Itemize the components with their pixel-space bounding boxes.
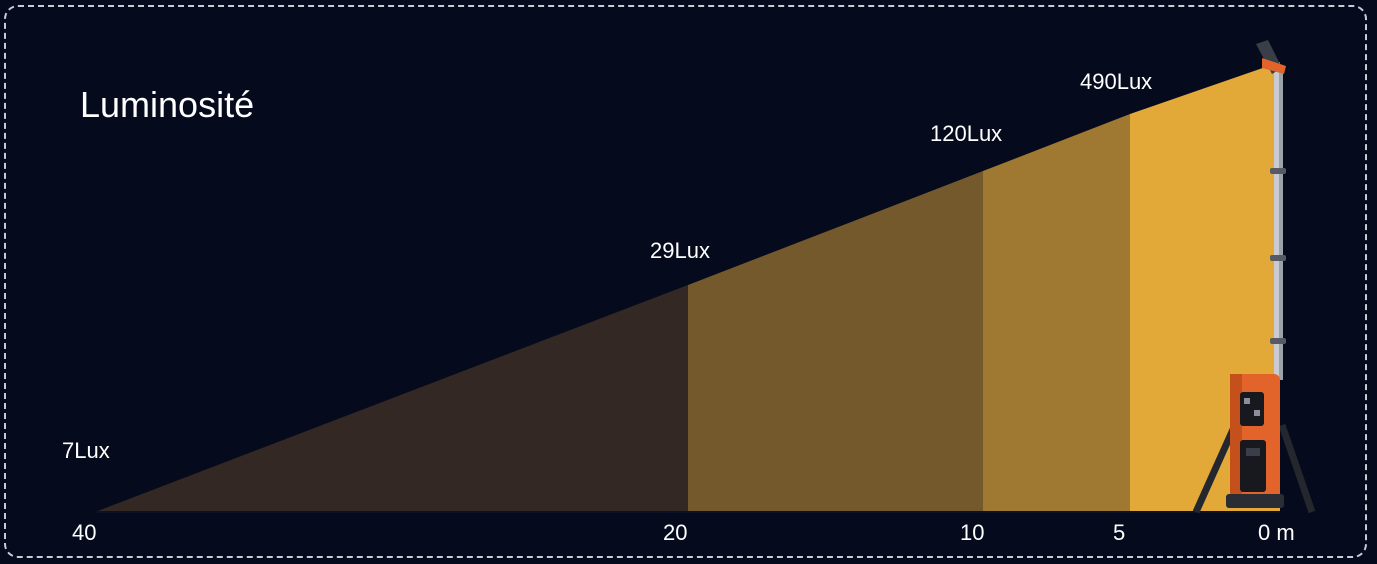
zone-10-5m [983, 114, 1130, 512]
page-title: Luminosité [80, 84, 255, 125]
lux-label-490: 490Lux [1080, 69, 1153, 94]
lux-label-120: 120Lux [930, 121, 1003, 146]
distance-label-10: 10 [960, 520, 985, 545]
lux-label-29: 29Lux [650, 238, 710, 263]
zone-20-10m [688, 171, 983, 512]
distance-label-40: 40 [72, 520, 97, 545]
dashed-frame [4, 5, 1367, 558]
light-tower-icon [1192, 40, 1316, 514]
lux-label-7: 7Lux [62, 438, 110, 463]
distance-label-20: 20 [663, 520, 688, 545]
distance-label-origin: 0 m [1258, 520, 1295, 545]
zone-40-20m [95, 285, 688, 512]
distance-label-5: 5 [1113, 520, 1126, 545]
